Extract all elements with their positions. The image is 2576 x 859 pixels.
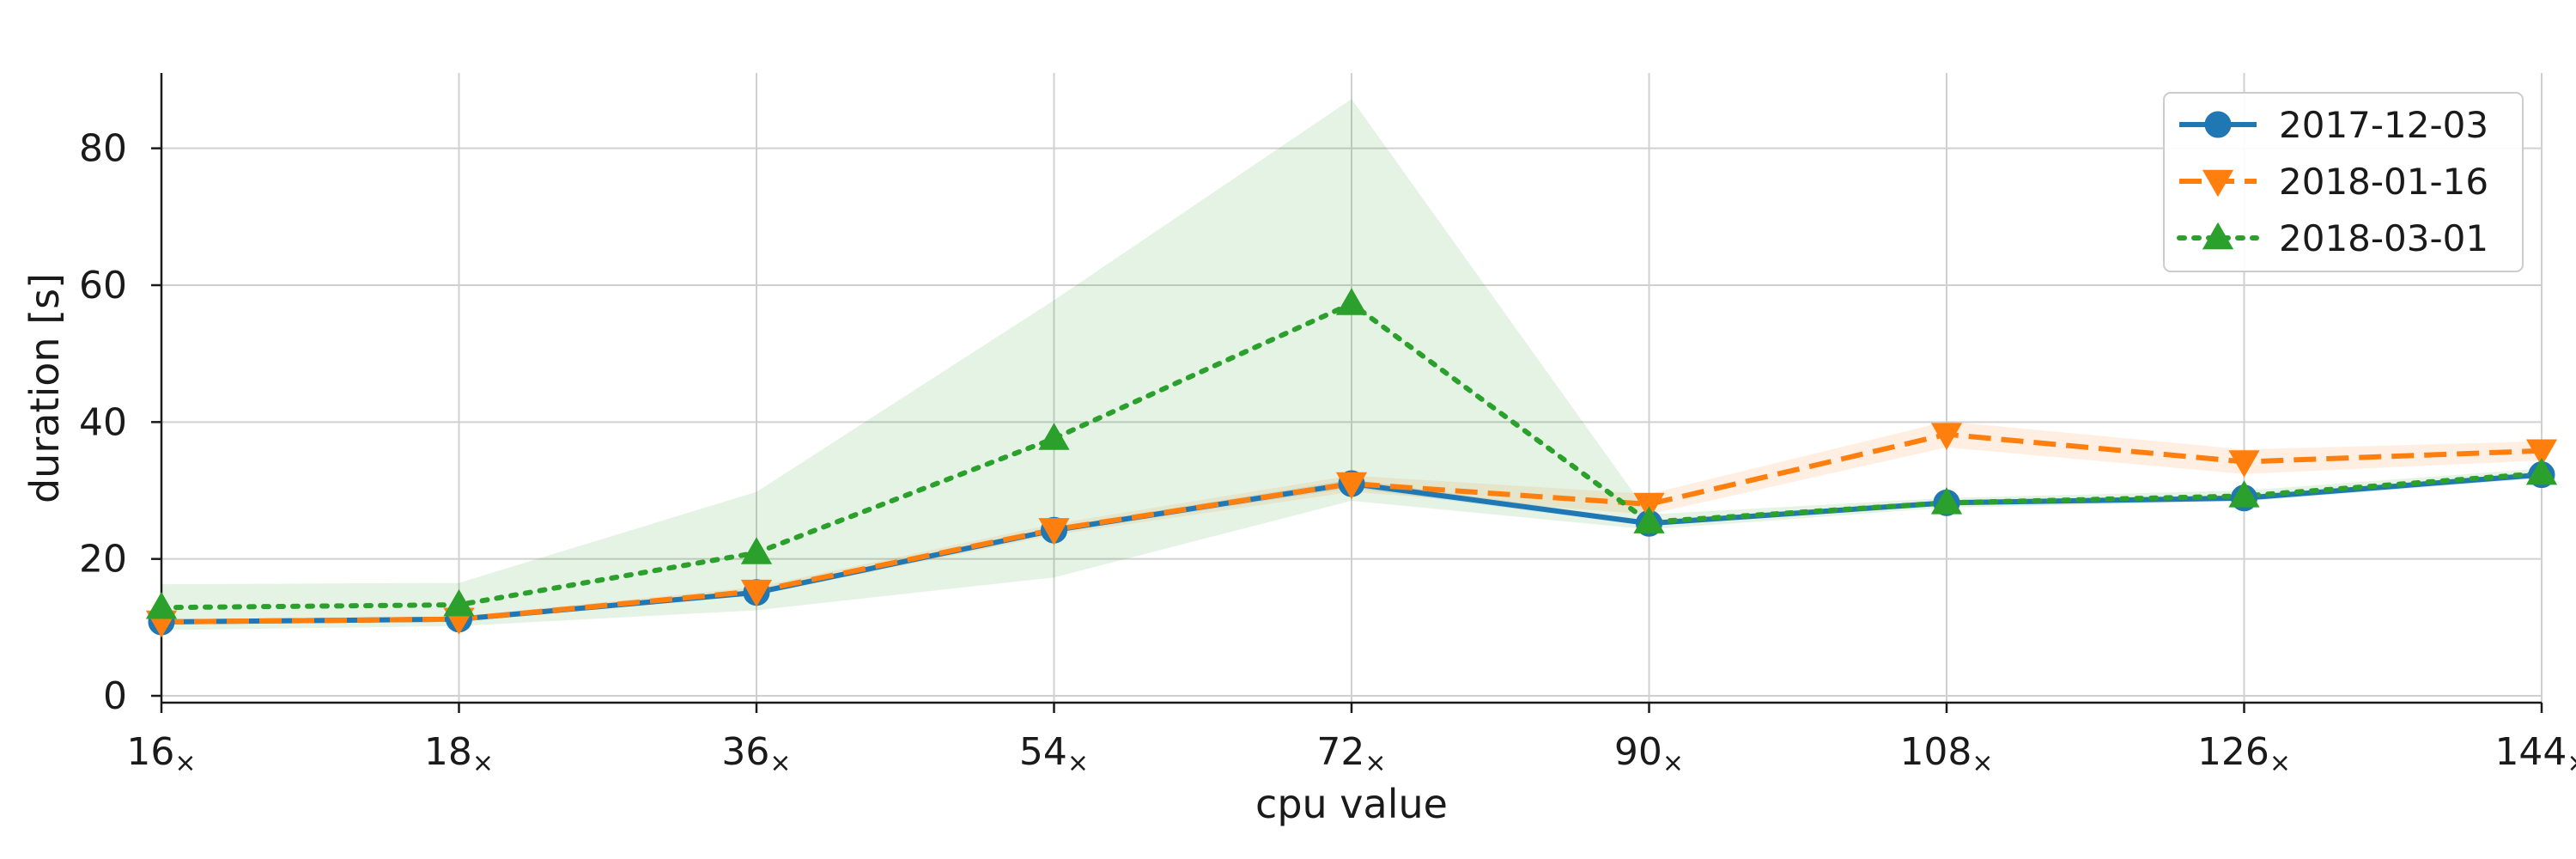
legend: 2017-12-03 2018-01-16 2018-03-01 — [2163, 92, 2524, 272]
data-point — [2228, 480, 2260, 508]
y-tick-label: 0 — [103, 674, 127, 718]
legend-marker — [2204, 111, 2232, 138]
legend-marker — [2202, 222, 2234, 250]
y-tick-label: 60 — [79, 264, 127, 308]
x-tick-label: 126× — [2197, 730, 2291, 778]
y-tick-label: 40 — [79, 400, 127, 444]
x-tick-label: 16× — [126, 730, 196, 778]
confidence-band — [161, 99, 2542, 631]
legend-label: 2018-01-16 — [2279, 161, 2488, 203]
data-point — [1038, 518, 1070, 545]
y-axis-label: duration [s] — [21, 273, 68, 503]
legend-box — [2163, 92, 2524, 272]
x-tick-label: 54× — [1019, 730, 1089, 778]
x-tick-label: 108× — [1899, 730, 1993, 778]
data-point — [1930, 423, 1963, 450]
legend-label: 2018-03-01 — [2279, 217, 2488, 259]
data-point — [1038, 423, 1070, 450]
grid — [161, 73, 2543, 703]
data-point — [2228, 450, 2260, 478]
x-tick-label: 18× — [424, 730, 494, 778]
data-point — [740, 537, 773, 564]
x-tick-label: 144× — [2494, 730, 2576, 778]
x-tick-label: 90× — [1614, 730, 1684, 778]
x-tick-label: 36× — [721, 730, 791, 778]
data-point — [1930, 487, 1963, 515]
legend-marker — [2202, 169, 2234, 198]
data-point — [145, 592, 178, 619]
data-point — [1335, 472, 1368, 500]
y-tick-label: 80 — [79, 127, 127, 171]
legend-label: 2017-12-03 — [2279, 104, 2488, 146]
data-point — [1633, 506, 1665, 533]
ticks: 16× 18× 36× 54× 72× 90× 108× 126× 144× 0 20 40 60 80 — [79, 127, 2576, 778]
x-tick-label: 72× — [1316, 730, 1386, 778]
confidence-bands — [161, 99, 2542, 631]
data-point — [740, 579, 773, 607]
series-line — [161, 431, 2543, 624]
data-point — [2525, 457, 2558, 485]
series-markers — [145, 288, 2558, 638]
data-point — [1633, 492, 1665, 521]
y-tick-label: 20 — [79, 538, 127, 582]
data-point — [2525, 439, 2558, 467]
data-point — [443, 588, 475, 617]
data-point — [1335, 288, 1368, 315]
x-axis-label: cpu value — [1255, 781, 1448, 827]
